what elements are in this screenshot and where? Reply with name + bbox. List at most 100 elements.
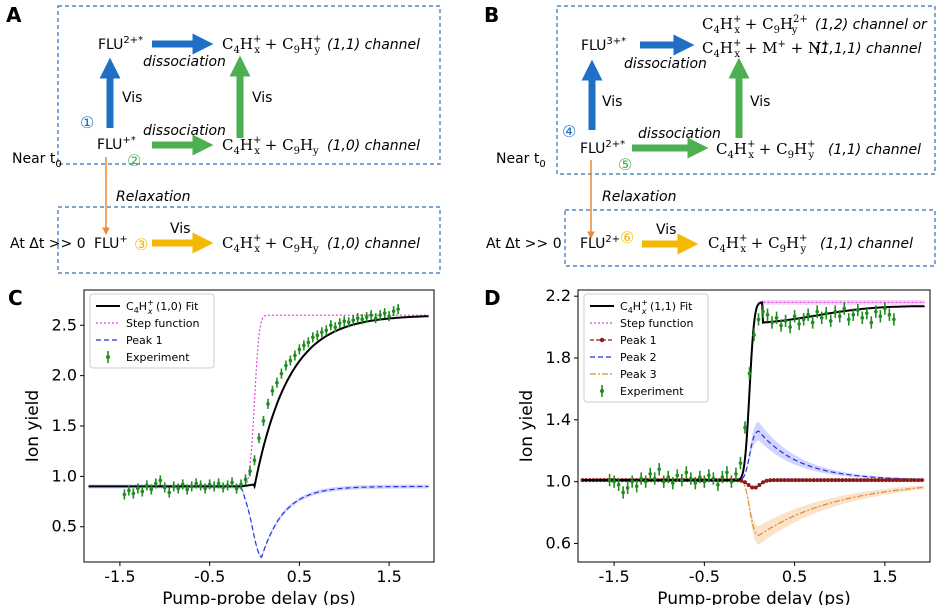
channel-10-label-mid: (1,0) channel xyxy=(327,138,420,154)
legend-label-experiment: Experiment xyxy=(620,385,684,398)
dissociation-label-mid-b: dissociation xyxy=(638,126,721,142)
products-lower-b: C4H+ x + C9H+ y xyxy=(708,233,807,255)
experiment-point xyxy=(342,319,347,324)
chart-d: D -1.5 -0.5 0.5 1.5 0.6 1.0 1.4 1.8 2.2 Pump-probe… xyxy=(484,286,931,605)
experiment-point xyxy=(707,473,711,478)
experiment-point xyxy=(171,484,176,489)
peak1-curve-marker xyxy=(872,478,877,483)
peak1-curve-marker xyxy=(890,478,895,483)
products-12: C4H+ x + C9H2+ y xyxy=(702,14,808,36)
panel-b-letter: B xyxy=(484,3,499,27)
peak1-curve-marker xyxy=(786,478,791,483)
vis-label-right-b: Vis xyxy=(750,94,770,110)
panel-b: B FLU3+* dissociation C4H+ x + C9H2+ y (1,… xyxy=(484,3,936,267)
flu2-star-label-b: FLU2+* xyxy=(580,139,625,157)
experiment-point xyxy=(828,319,833,323)
experiment-point xyxy=(729,479,734,484)
experiment-point xyxy=(324,328,329,333)
experiment-point xyxy=(257,436,261,440)
vis-label-lower-b: Vis xyxy=(656,222,676,238)
peak1-curve-marker xyxy=(836,478,841,483)
products-111: C4H+ x + M+ + N+ xyxy=(702,38,829,60)
y-axis-label: Ion yield xyxy=(517,390,537,462)
x-tick-label: -1.5 xyxy=(104,567,135,586)
experiment-point xyxy=(320,330,324,335)
channel-111-label: (1,1,1) channel xyxy=(815,41,922,57)
experiment-point xyxy=(203,486,207,491)
experiment-point xyxy=(306,340,311,345)
channel-11-label: (1,1) channel xyxy=(327,37,420,53)
experiment-point xyxy=(153,481,158,486)
peak1-curve-marker xyxy=(833,478,838,483)
experiment-point xyxy=(167,490,172,495)
experiment-point xyxy=(198,483,203,488)
legend-swatch-dot xyxy=(599,337,605,343)
x-tick-label: 1.5 xyxy=(376,567,401,586)
experiment-point xyxy=(747,371,752,376)
experiment-point xyxy=(643,479,648,484)
legend-label-peak1: Peak 1 xyxy=(126,334,163,347)
relaxation-label-a: Relaxation xyxy=(116,189,191,205)
experiment-point xyxy=(824,311,829,315)
experiment-point xyxy=(261,419,266,423)
legend-label-peak3: Peak 3 xyxy=(620,368,657,381)
experiment-point xyxy=(666,475,671,479)
experiment-point xyxy=(819,316,824,320)
peak3-curve-band xyxy=(582,480,925,545)
experiment-point xyxy=(207,482,212,487)
experiment-point xyxy=(360,317,365,322)
experiment-point xyxy=(869,320,874,325)
y-tick-label: 1.4 xyxy=(546,410,571,429)
experiment-point xyxy=(702,479,707,484)
experiment-point xyxy=(243,477,248,482)
flu2-plus-label-b: FLU2+ xyxy=(580,234,620,252)
experiment-point xyxy=(158,478,163,483)
channel-10-label-lower: (1,0) channel xyxy=(327,236,420,252)
experiment-point xyxy=(801,317,806,322)
legend-fit-label: C4H+ x (1,1) Fit xyxy=(620,298,693,316)
x-tick-label: -0.5 xyxy=(689,567,720,586)
peak2-curve-band xyxy=(582,421,925,481)
experiment-point xyxy=(725,470,729,475)
experiment-point xyxy=(373,316,378,321)
experiment-point xyxy=(194,481,198,486)
dissociation-label-top: dissociation xyxy=(143,54,226,70)
experiment-point xyxy=(738,461,743,465)
peak1-curve-marker xyxy=(822,478,827,483)
experiment-point xyxy=(396,307,400,311)
step-4-marker: ④ xyxy=(562,122,576,141)
peak1-curve-marker xyxy=(800,478,805,483)
experiment-point xyxy=(639,476,643,481)
peak1-curve-marker xyxy=(804,478,809,483)
vis-label-left-b: Vis xyxy=(602,94,622,110)
experiment-point xyxy=(846,317,851,322)
y-tick-label: 2.2 xyxy=(546,286,571,305)
peak1-curve-marker xyxy=(912,478,917,483)
experiment-point xyxy=(221,485,225,490)
flu1-star-label: FLU+* xyxy=(97,135,136,153)
panel-letter-c: C xyxy=(8,286,23,310)
experiment-point xyxy=(369,313,373,317)
panel-a-lower-box xyxy=(57,206,441,274)
x-tick-label: 0.5 xyxy=(782,567,807,586)
experiment-point xyxy=(234,486,239,491)
chart-c: C -1.5 -0.5 0.5 1.5 0.5 1.0 1.5 2.0 2.5 Pump-probe… xyxy=(8,286,435,605)
products-lower-a: C4H+ x + C9Hy xyxy=(222,233,319,255)
experiment-point xyxy=(860,316,865,320)
experiment-point xyxy=(634,484,639,489)
experiment-point xyxy=(275,380,279,385)
experiment-point xyxy=(770,320,774,325)
peak1-curve-marker xyxy=(779,478,784,483)
peak1-curve-marker xyxy=(761,480,766,485)
peak1-curve-marker xyxy=(771,478,776,483)
legend-label-step: Step function xyxy=(126,317,200,330)
x-tick-label: 0.5 xyxy=(287,567,312,586)
experiment-point xyxy=(266,402,270,406)
experiment-point xyxy=(720,475,725,479)
peak1-curve-marker xyxy=(764,478,769,483)
experiment-point xyxy=(131,491,136,496)
experiment-point xyxy=(311,335,315,340)
legend-swatch-experiment-dot xyxy=(106,355,110,359)
peak1-curve-marker xyxy=(742,480,747,485)
experiment-point xyxy=(216,481,221,486)
